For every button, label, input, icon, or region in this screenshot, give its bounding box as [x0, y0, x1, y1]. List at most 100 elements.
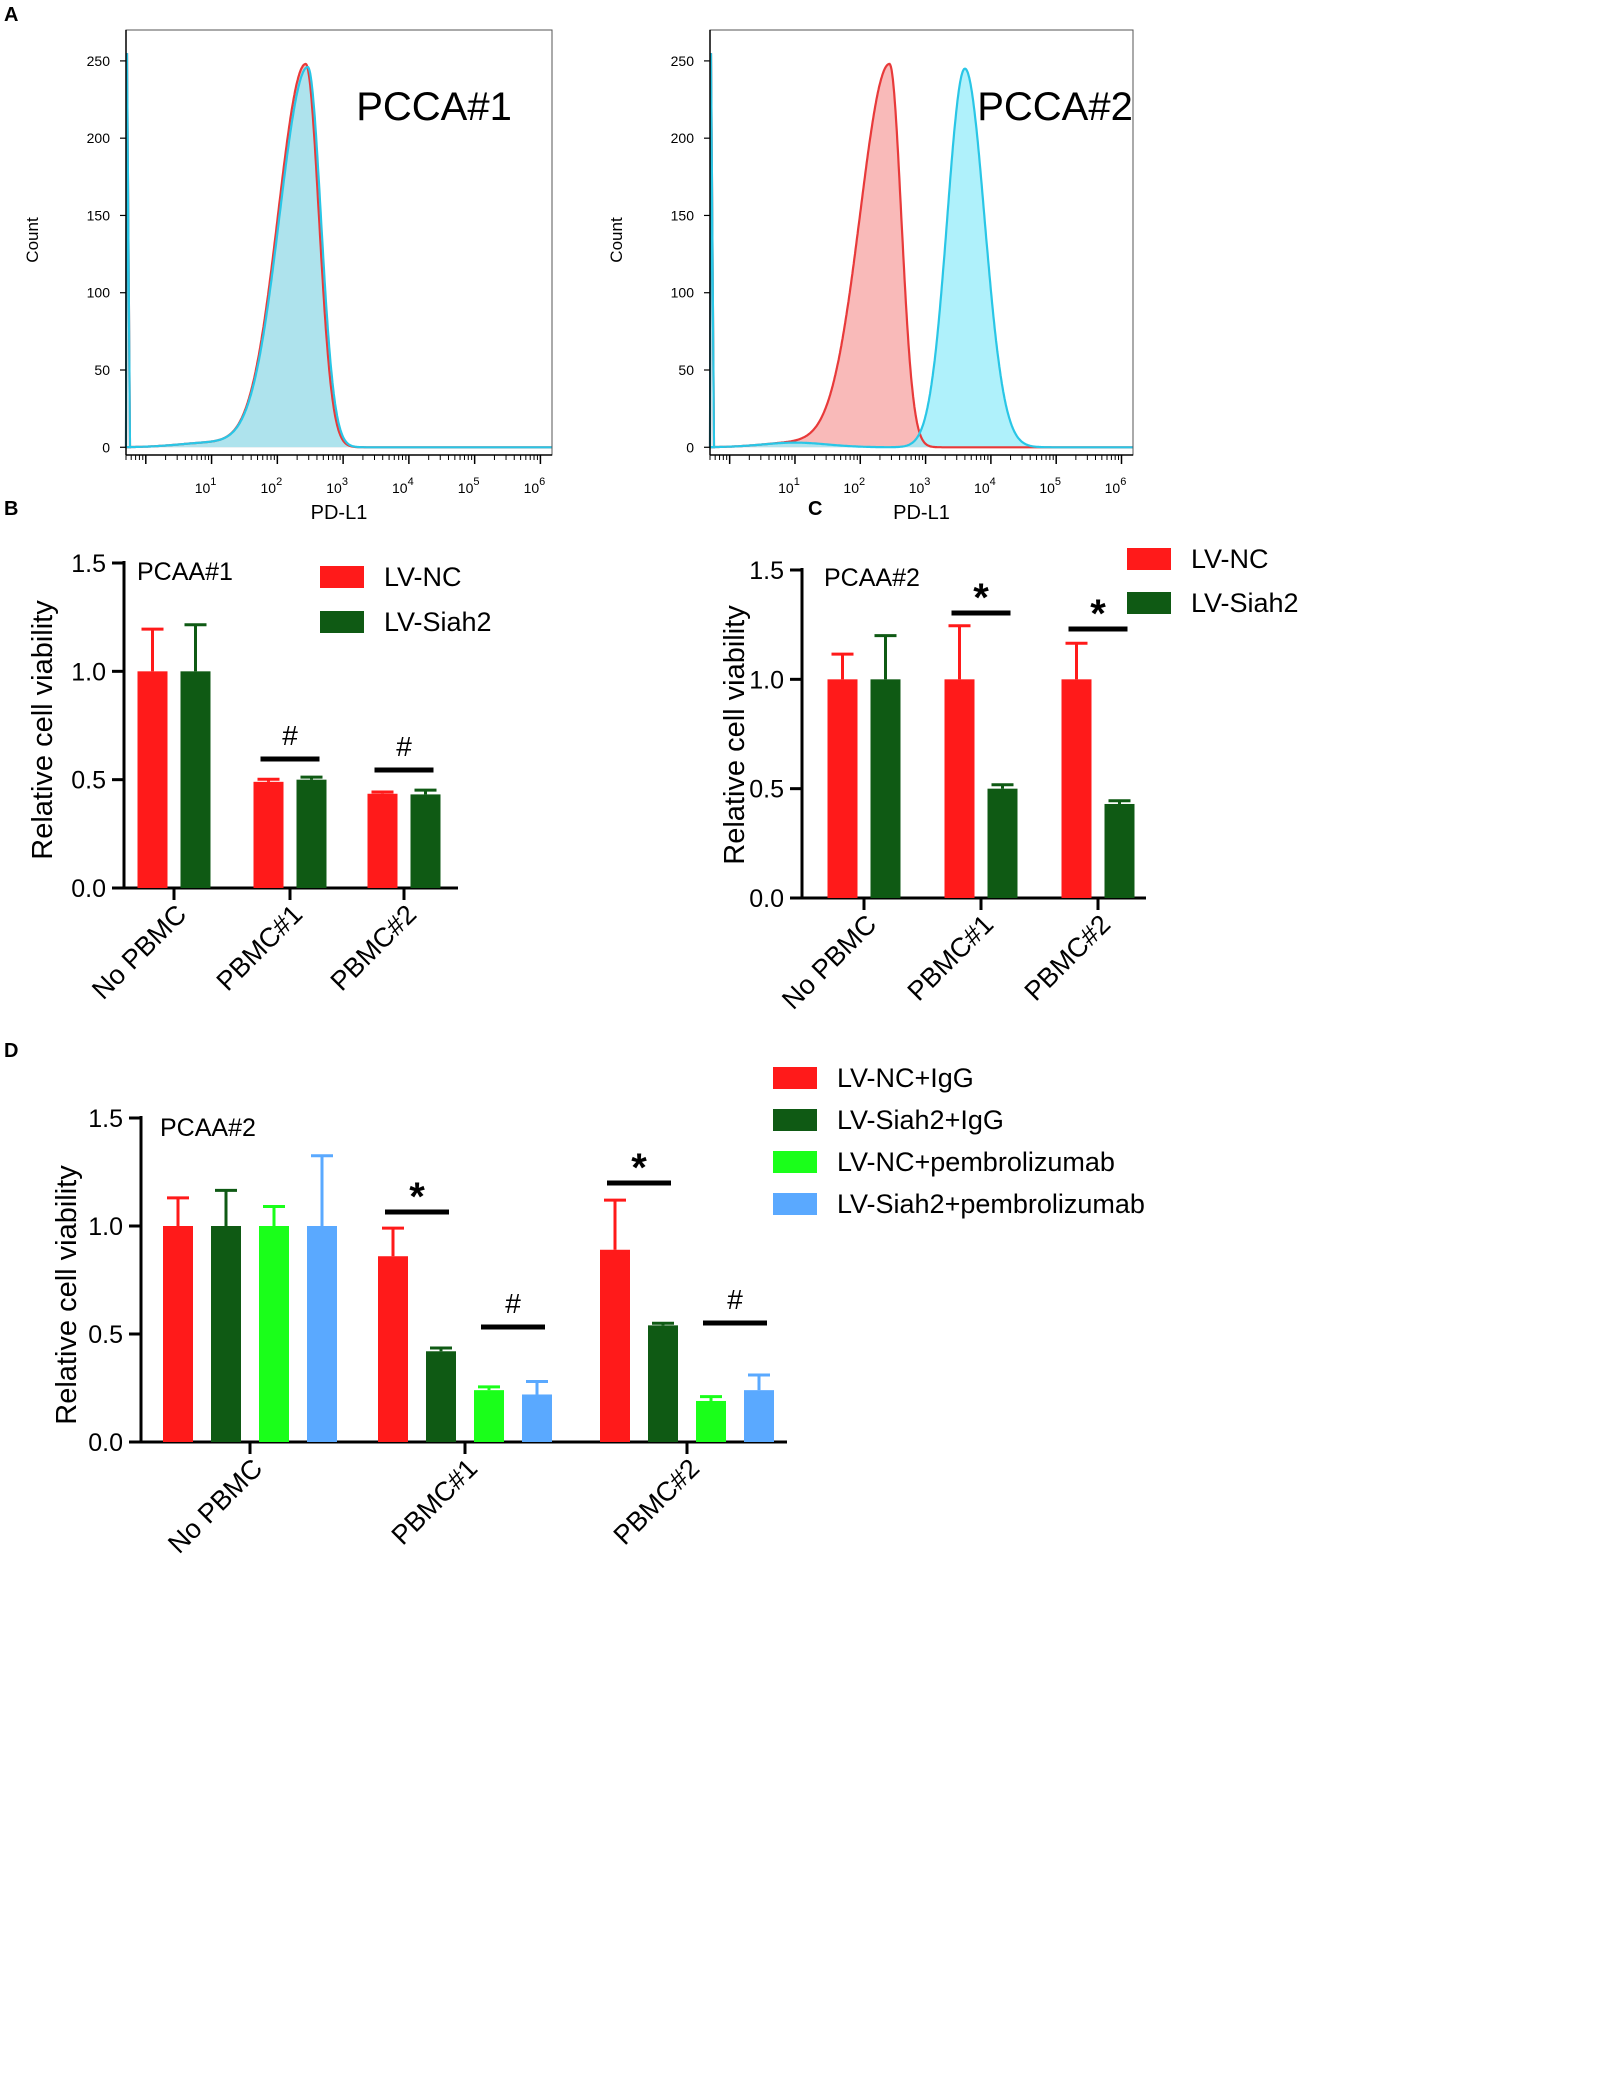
x-tick-label: PBMC#1 — [902, 909, 1000, 1007]
bar-0-1 — [180, 671, 211, 888]
bar-1-0 — [253, 781, 284, 888]
y-axis-label: Count — [607, 217, 626, 263]
legend-swatch-1 — [1127, 592, 1171, 614]
x-tick-label: 104 — [974, 476, 996, 496]
x-tick-label: 102 — [843, 476, 865, 496]
significance-mark: * — [631, 1146, 647, 1190]
y-tick-label: 0.0 — [88, 1429, 123, 1457]
bar-0-1 — [870, 679, 901, 898]
legend-label-2: LV-NC+pembrolizumab — [837, 1147, 1115, 1177]
legend-label-1: LV-Siah2 — [384, 607, 492, 637]
y-tick-label: 150 — [87, 207, 111, 223]
y-tick-label: 1.0 — [749, 666, 784, 694]
legend-label-1: LV-Siah2+IgG — [837, 1105, 1004, 1135]
bar-1-0 — [378, 1256, 408, 1442]
panel-letter-d: D — [4, 1040, 19, 1062]
bar-1-3 — [522, 1394, 552, 1442]
histogram-line-cyan — [708, 53, 1133, 449]
x-tick-label: 103 — [326, 476, 348, 496]
legend-swatch-3 — [773, 1193, 817, 1215]
histogram-pcca2: 0 50 100 150 200 250 101 102 103 104 105 106 PD-L1 Co… — [607, 29, 1134, 524]
y-tick-label: 1.5 — [749, 557, 784, 585]
x-tick-label: 101 — [195, 476, 217, 496]
y-tick-label: 1.5 — [71, 550, 106, 578]
bar-2-1 — [410, 794, 441, 888]
histogram-line-cyan — [124, 53, 552, 449]
y-tick-label: 50 — [678, 362, 694, 378]
panel-letter-c: C — [808, 498, 823, 520]
x-tick-label: 105 — [1039, 476, 1061, 496]
y-tick-label: 200 — [87, 130, 111, 146]
x-axis-label: PD-L1 — [311, 502, 368, 524]
y-axis-label: Relative cell viability — [27, 600, 59, 860]
panel-letter-b: B — [4, 498, 19, 520]
legend-swatch-0 — [1127, 548, 1171, 570]
x-tick-label: 106 — [524, 476, 546, 496]
x-tick-label: 101 — [778, 476, 800, 496]
y-tick-label: 200 — [671, 130, 695, 146]
legend-swatch-1 — [320, 611, 364, 633]
significance-mark: * — [1090, 592, 1106, 636]
x-tick-label: PBMC#2 — [1019, 909, 1117, 1007]
bar-2-3 — [744, 1390, 774, 1442]
x-tick-label: 105 — [458, 476, 480, 496]
significance-mark: * — [973, 576, 989, 620]
bar-0-0 — [137, 671, 168, 888]
y-axis-label: Relative cell viability — [719, 605, 751, 865]
y-tick-label: 250 — [87, 53, 111, 69]
legend-label-0: LV-NC — [1191, 544, 1269, 574]
y-tick-label: 0 — [686, 439, 694, 455]
x-tick-label: 104 — [392, 476, 414, 496]
legend-label-3: LV-Siah2+pembrolizumab — [837, 1189, 1145, 1219]
y-tick-label: 100 — [87, 285, 111, 301]
significance-mark: # — [505, 1288, 521, 1319]
y-tick-label: 0 — [102, 439, 110, 455]
bar-chart-b: 0.00.51.01.5No PBMC PBMC#1 PBMC#2# #PCAA#1R… — [27, 550, 492, 1005]
chart-annotation: PCAA#1 — [137, 558, 233, 586]
y-tick-label: 0.0 — [71, 875, 106, 903]
y-axis-label: Relative cell viability — [51, 1165, 83, 1425]
bar-0-3 — [307, 1226, 337, 1442]
x-tick-label: 102 — [260, 476, 282, 496]
chart-title: PCCA#1 — [356, 85, 512, 129]
histogram-pcca1: 0 50 100 150 200 250 101 102 103 104 105 106 PD-L1 Co… — [23, 29, 553, 524]
legend-swatch-1 — [773, 1109, 817, 1131]
x-tick-label: PBMC#2 — [608, 1453, 706, 1551]
significance-mark: * — [409, 1175, 425, 1219]
bar-chart-d: 0.0 0.5 1.0 1.5 No PBMC PBMC#1 PBMC#2 * # * # PCAA#… — [51, 1063, 1145, 1559]
y-tick-label: 0.5 — [71, 767, 106, 795]
y-tick-label: 0.5 — [749, 776, 784, 804]
y-tick-label: 1.0 — [88, 1213, 123, 1241]
legend-swatch-0 — [320, 566, 364, 588]
bar-2-0 — [600, 1249, 630, 1442]
x-tick-label: 103 — [909, 476, 931, 496]
bar-0-2 — [259, 1226, 289, 1442]
bar-2-1 — [1104, 803, 1135, 898]
bar-2-0 — [367, 793, 398, 888]
legend-label-0: LV-NC — [384, 562, 462, 592]
y-tick-label: 150 — [671, 207, 695, 223]
y-tick-label: 50 — [94, 362, 110, 378]
y-tick-label: 0.5 — [88, 1321, 123, 1349]
significance-mark: # — [396, 731, 412, 762]
x-tick-label: No PBMC — [162, 1453, 268, 1559]
bar-2-0 — [1061, 679, 1092, 898]
y-axis-label: Count — [23, 217, 42, 263]
y-tick-label: 1.0 — [71, 658, 106, 686]
y-tick-label: 250 — [671, 53, 695, 69]
bar-0-0 — [827, 679, 858, 898]
x-axis-label: PD-L1 — [893, 502, 950, 524]
bar-1-1 — [987, 788, 1018, 898]
chart-annotation: PCAA#2 — [824, 564, 920, 592]
bar-1-1 — [296, 779, 327, 888]
x-tick-label: 106 — [1105, 476, 1127, 496]
bar-1-2 — [474, 1390, 504, 1442]
legend-label-0: LV-NC+IgG — [837, 1063, 974, 1093]
x-tick-label: PBMC#1 — [386, 1453, 484, 1551]
bar-0-0 — [163, 1226, 193, 1442]
bar-2-1 — [648, 1325, 678, 1442]
significance-mark: # — [282, 720, 298, 751]
x-tick-label: No PBMC — [776, 909, 882, 1015]
legend-swatch-0 — [773, 1067, 817, 1089]
panel-letter-a: A — [4, 4, 19, 26]
